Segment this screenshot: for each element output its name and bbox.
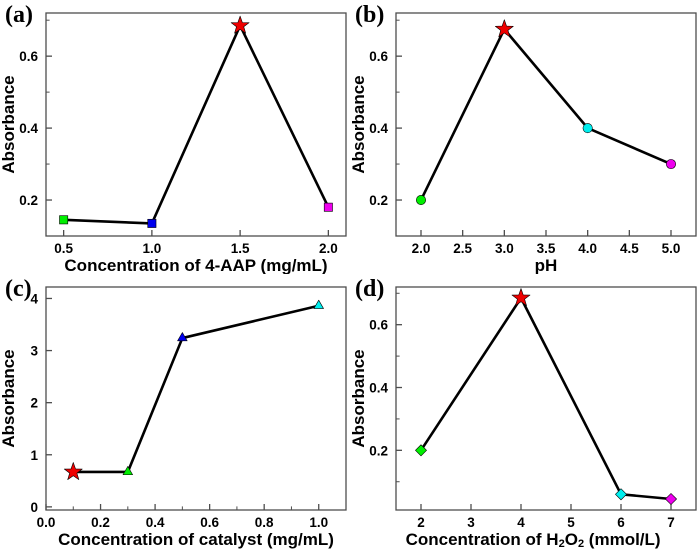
svg-text:2.0: 2.0 [319, 241, 338, 256]
svg-text:4.0: 4.0 [578, 241, 597, 256]
svg-text:(b): (b) [355, 2, 384, 28]
svg-text:0.6: 0.6 [369, 318, 388, 333]
svg-text:2: 2 [417, 515, 425, 530]
svg-text:2.5: 2.5 [453, 241, 472, 256]
svg-text:Concentration of 4-AAP (mg/mL): Concentration of 4-AAP (mg/mL) [64, 256, 327, 275]
svg-text:2: 2 [30, 396, 38, 411]
svg-text:0.6: 0.6 [19, 49, 38, 64]
svg-text:Absorbance: Absorbance [350, 349, 368, 447]
svg-text:0.4: 0.4 [369, 381, 388, 396]
svg-text:Absorbance: Absorbance [0, 75, 18, 173]
svg-text:0.6: 0.6 [369, 49, 388, 64]
svg-text:(c): (c) [5, 276, 32, 302]
svg-text:0: 0 [30, 500, 38, 515]
svg-text:(a): (a) [5, 2, 33, 28]
svg-text:3: 3 [30, 344, 38, 359]
svg-text:0.4: 0.4 [146, 515, 165, 530]
svg-text:Concentration of catalyst (mg/: Concentration of catalyst (mg/mL) [58, 530, 334, 549]
svg-text:2.0: 2.0 [412, 241, 431, 256]
svg-text:0.0: 0.0 [37, 515, 56, 530]
svg-text:6: 6 [617, 515, 625, 530]
svg-text:Absorbance: Absorbance [350, 75, 368, 173]
svg-text:4: 4 [517, 515, 525, 530]
svg-text:0.6: 0.6 [200, 515, 219, 530]
svg-text:0.4: 0.4 [19, 121, 38, 136]
svg-text:1.5: 1.5 [231, 241, 250, 256]
svg-text:7: 7 [667, 515, 675, 530]
svg-text:0.8: 0.8 [255, 515, 274, 530]
svg-text:5.0: 5.0 [662, 241, 681, 256]
svg-text:1.0: 1.0 [142, 241, 161, 256]
svg-text:3: 3 [467, 515, 475, 530]
svg-text:pH: pH [535, 256, 558, 275]
svg-text:Absorbance: Absorbance [0, 349, 18, 447]
svg-text:4.5: 4.5 [620, 241, 639, 256]
svg-text:3.0: 3.0 [495, 241, 514, 256]
svg-text:1.0: 1.0 [309, 515, 328, 530]
svg-text:Concentration of H2O2 (mmol/L): Concentration of H2O2 (mmol/L) [406, 530, 661, 549]
svg-text:0.2: 0.2 [369, 193, 388, 208]
svg-text:0.2: 0.2 [19, 193, 38, 208]
svg-text:1: 1 [30, 448, 38, 463]
svg-text:4: 4 [30, 291, 38, 306]
svg-text:3.5: 3.5 [537, 241, 556, 256]
svg-text:5: 5 [567, 515, 575, 530]
svg-text:0.2: 0.2 [369, 443, 388, 458]
svg-text:0.5: 0.5 [54, 241, 73, 256]
svg-text:0.4: 0.4 [369, 121, 388, 136]
svg-text:(d): (d) [355, 276, 384, 302]
svg-text:0.2: 0.2 [91, 515, 110, 530]
